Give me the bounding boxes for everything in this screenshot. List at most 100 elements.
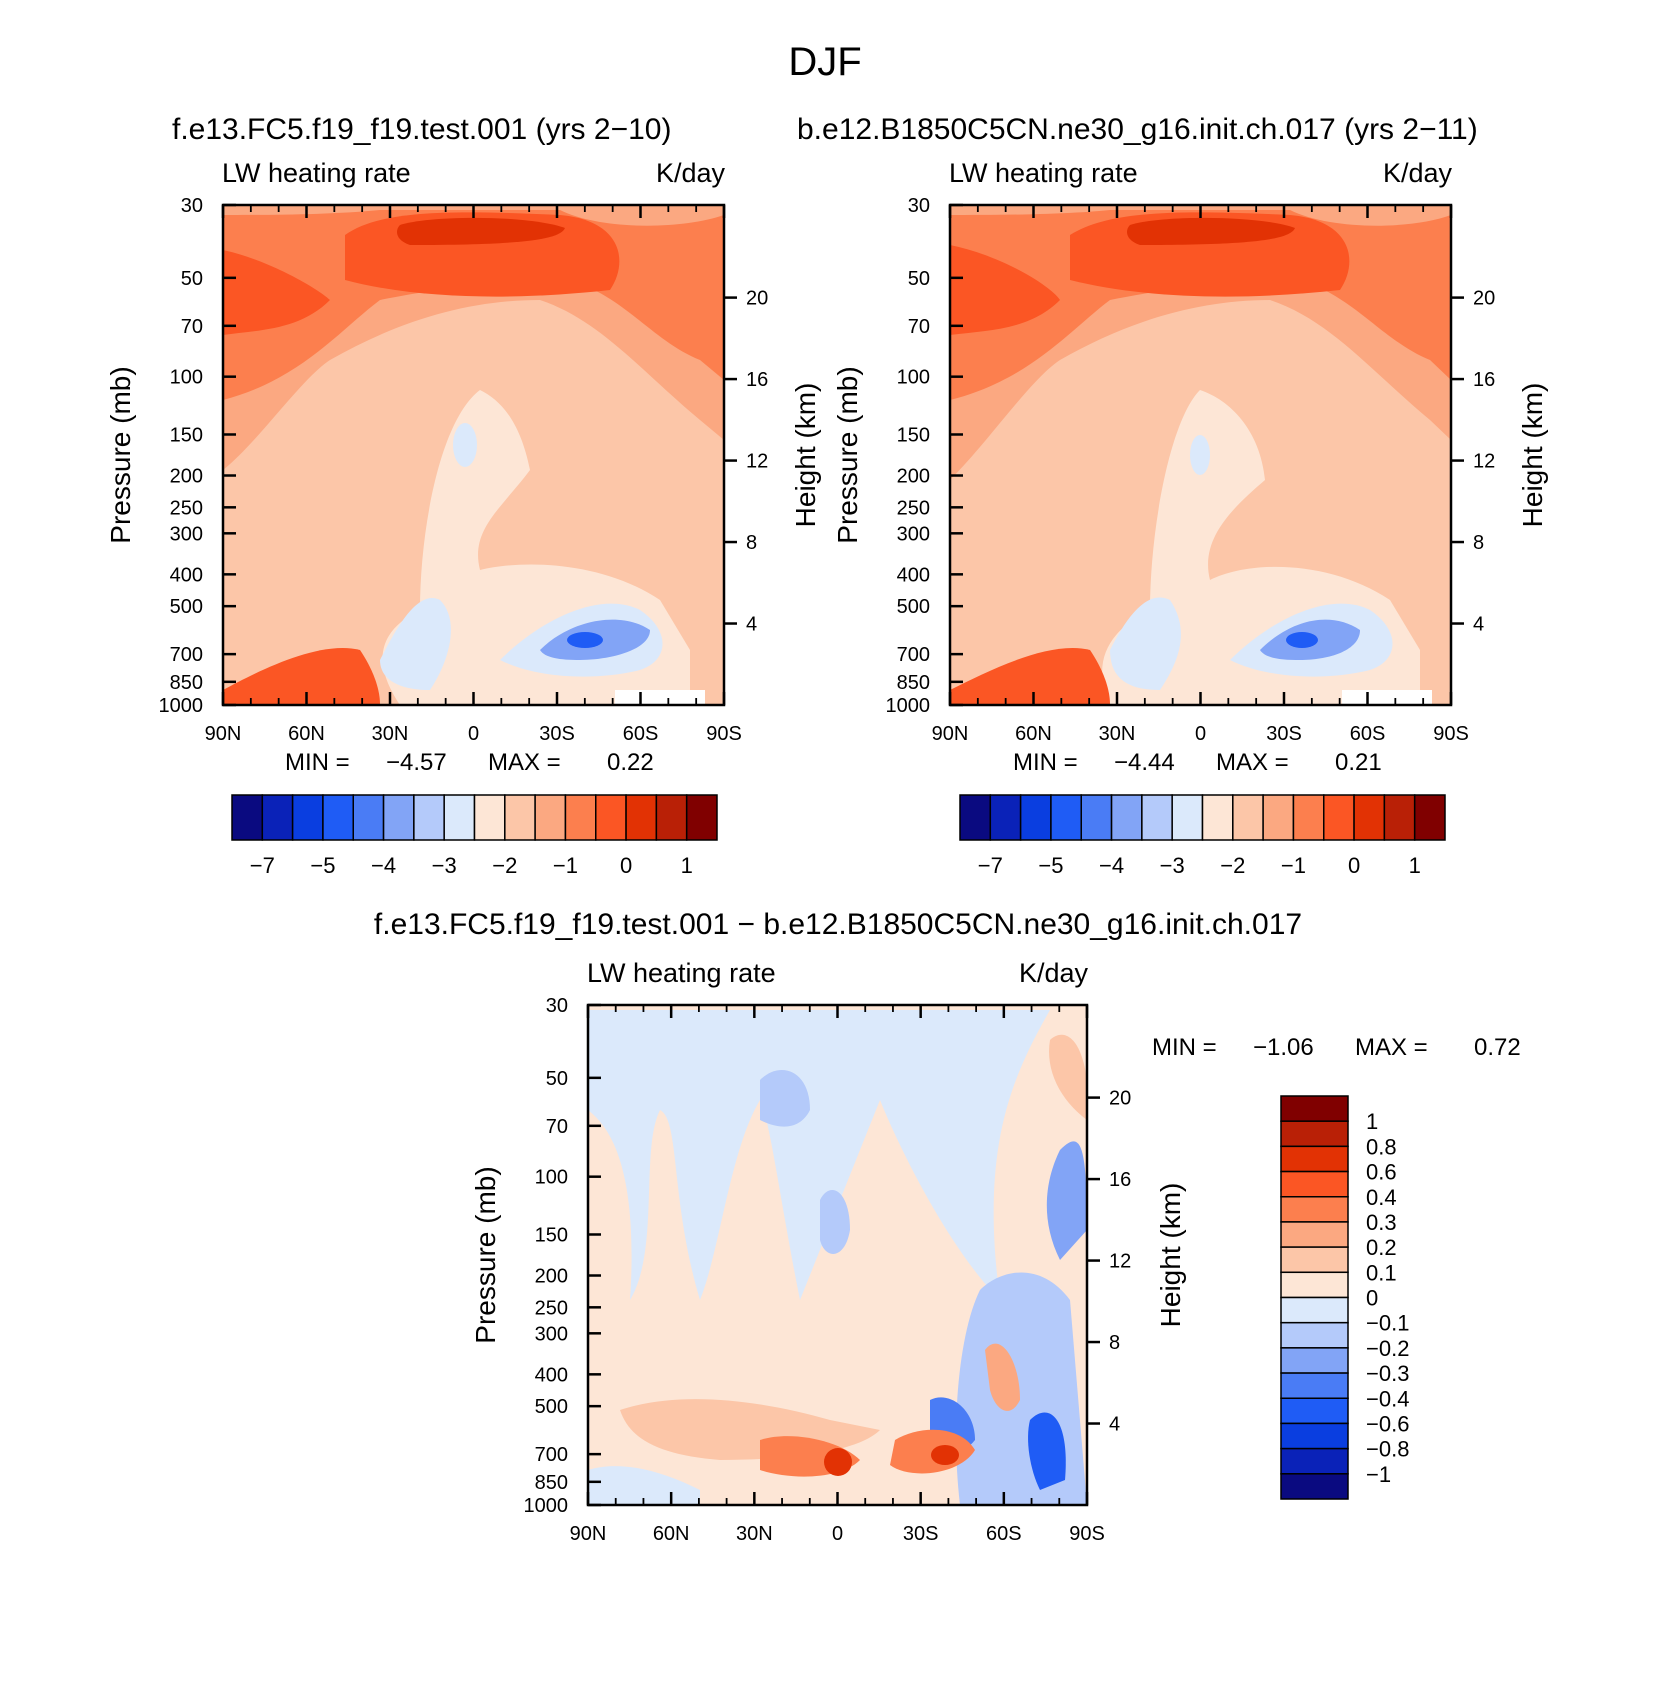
- colorbar-box: [1280, 1397, 1349, 1425]
- colorbar-box: [1232, 794, 1264, 841]
- colorbar-label: 0.4: [1366, 1185, 1397, 1210]
- colorbar-box: [1292, 794, 1325, 841]
- y-tick-label: 1000: [886, 695, 931, 717]
- diff-right-label: K/day: [1019, 958, 1089, 988]
- colorbar-label: −0.2: [1366, 1336, 1409, 1361]
- y-tick-label: 150: [535, 1224, 568, 1246]
- colorbar-label: −3: [432, 853, 457, 878]
- colorbar-label: 0.6: [1366, 1160, 1397, 1185]
- colorbar-box: [1171, 794, 1204, 841]
- colorbar-label: 1: [1366, 1109, 1378, 1134]
- colorbar-box: [595, 794, 627, 841]
- diff-contour-field: [588, 1005, 1087, 1505]
- x-tick-label: 30N: [372, 723, 409, 745]
- y-tick-label: 70: [181, 316, 203, 338]
- colorbar-box: [1201, 794, 1234, 841]
- colorbar-box: [352, 794, 385, 841]
- panel1-colorbar: −7 −5 −4 −3 −2 −1 0 1: [231, 794, 718, 878]
- panel2-band-surface: [950, 648, 1110, 705]
- figure-title: DJF: [788, 40, 861, 84]
- panel2-band-neg-d: [1190, 435, 1210, 475]
- colorbar-box: [1280, 1296, 1349, 1324]
- y-tick-label: 30: [908, 195, 930, 217]
- panel-2: LW heating rate K/day 90N 60N 30N 0 30S 60S 90…: [832, 158, 1548, 878]
- y-tick-label: 30: [546, 995, 568, 1017]
- colorbar-label: −7: [250, 853, 275, 878]
- colorbar-box: [473, 794, 506, 841]
- x-tick-label: 90S: [1069, 1523, 1105, 1545]
- panel2-band-missing: [1342, 690, 1432, 705]
- y-tick-label: 30: [181, 195, 203, 217]
- colorbar-box: [1110, 794, 1143, 841]
- colorbar-label: 0.1: [1366, 1260, 1397, 1285]
- y-tick-label: 200: [170, 466, 203, 488]
- panel2-colorbar: −7 −5 −4 −3 −2 −1 0 1: [959, 794, 1446, 878]
- panel1-band-trop-b: [397, 217, 565, 245]
- colorbar-label: 0.8: [1366, 1134, 1397, 1159]
- diff-band-neg-a: [760, 1070, 810, 1127]
- colorbar-box: [564, 794, 597, 841]
- colorbar-label: −0.8: [1366, 1437, 1409, 1462]
- colorbar-label: 0.3: [1366, 1210, 1397, 1235]
- y-tick-label: 300: [535, 1323, 568, 1345]
- colorbar-box: [1019, 794, 1052, 841]
- y-tick-label: 400: [535, 1364, 568, 1386]
- diff-band-neg-upper: [588, 1010, 1050, 1300]
- y-tick-label: 100: [170, 367, 203, 389]
- panel1-band-missing: [615, 690, 705, 705]
- panel2-band-polar-n: [950, 245, 1060, 335]
- colorbar-box: [231, 794, 264, 841]
- panel2-band-neg-a: [1110, 597, 1181, 690]
- colorbar-box: [1280, 1447, 1349, 1475]
- panel1-max-label: MAX =: [488, 749, 561, 776]
- y-tick-label: 400: [170, 564, 203, 586]
- panel2-band-min: [1286, 632, 1318, 648]
- panel2-max-value: 0.21: [1335, 749, 1382, 776]
- y-tick-label: 700: [897, 644, 930, 666]
- colorbar-box: [1383, 794, 1416, 841]
- x-tick-label: 30S: [1266, 723, 1302, 745]
- panel1-band-top: [223, 205, 724, 226]
- x-tick-label: 0: [468, 723, 479, 745]
- x-tick-label: 30S: [539, 723, 575, 745]
- colorbar-label: −4: [371, 853, 396, 878]
- y-tick-label: 1000: [159, 695, 204, 717]
- diff-min-label: MIN =: [1152, 1034, 1217, 1061]
- colorbar-box: [1353, 794, 1386, 841]
- y2-tick-label: 8: [1473, 532, 1484, 554]
- colorbar-box: [1280, 1422, 1349, 1450]
- y-tick-label: 850: [897, 672, 930, 694]
- y-tick-label: 50: [181, 268, 203, 290]
- diff-band-neg-e: [1028, 1412, 1066, 1490]
- panel2-axes: 90N 60N 30N 0 30S 60S 90S 30 50 70 100 150 200 250 300…: [886, 195, 1496, 745]
- panel-1: LW heating rate K/day 90N 60N 30N 0 30S 60S 90…: [105, 158, 821, 878]
- y-tick-label: 250: [897, 497, 930, 519]
- y2-tick-label: 20: [1473, 288, 1495, 310]
- y-tick-label: 200: [897, 466, 930, 488]
- colorbar-box: [322, 794, 354, 841]
- panel1-axes: 90N 60N 30N 0 30S 60S 90S 30 50 70 100 150 200 250 300…: [159, 195, 769, 745]
- x-tick-label: 60N: [288, 723, 325, 745]
- panel-diff: LW heating rate K/day 90N 60N 30N 0 30S 60S 90…: [470, 958, 1521, 1545]
- panel2-ylabel: Pressure (mb): [832, 366, 863, 543]
- panel1-min-value: −4.57: [386, 749, 447, 776]
- y-tick-label: 300: [897, 523, 930, 545]
- y-tick-label: 250: [170, 497, 203, 519]
- y-tick-label: 700: [170, 644, 203, 666]
- colorbar-label: −2: [492, 853, 517, 878]
- diff-title: f.e13.FC5.f19_f19.test.001 − b.e12.B1850…: [374, 908, 1302, 941]
- colorbar-box: [443, 794, 476, 841]
- colorbar-label: −0.3: [1366, 1361, 1409, 1386]
- colorbar-label: −0.4: [1366, 1386, 1409, 1411]
- diff-y2label: Height (km): [1155, 1183, 1186, 1328]
- panel2-min-value: −4.44: [1114, 749, 1175, 776]
- colorbar-label: 0: [1366, 1286, 1378, 1311]
- y-tick-label: 70: [908, 316, 930, 338]
- diff-band-neg-c: [1046, 1141, 1087, 1260]
- panel1-band-neg-a: [380, 598, 451, 690]
- y-tick-label: 500: [170, 596, 203, 618]
- colorbar-label: −1: [553, 853, 578, 878]
- y2-tick-label: 4: [746, 614, 757, 636]
- x-tick-label: 90N: [570, 1523, 607, 1545]
